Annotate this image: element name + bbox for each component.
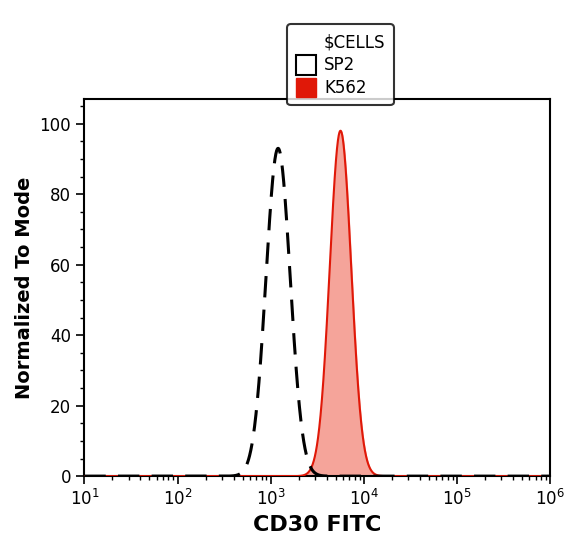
Legend: $CELLS, SP2, K562: $CELLS, SP2, K562 xyxy=(287,24,394,106)
Y-axis label: Normalized To Mode: Normalized To Mode xyxy=(15,177,34,399)
X-axis label: CD30 FITC: CD30 FITC xyxy=(253,515,382,535)
